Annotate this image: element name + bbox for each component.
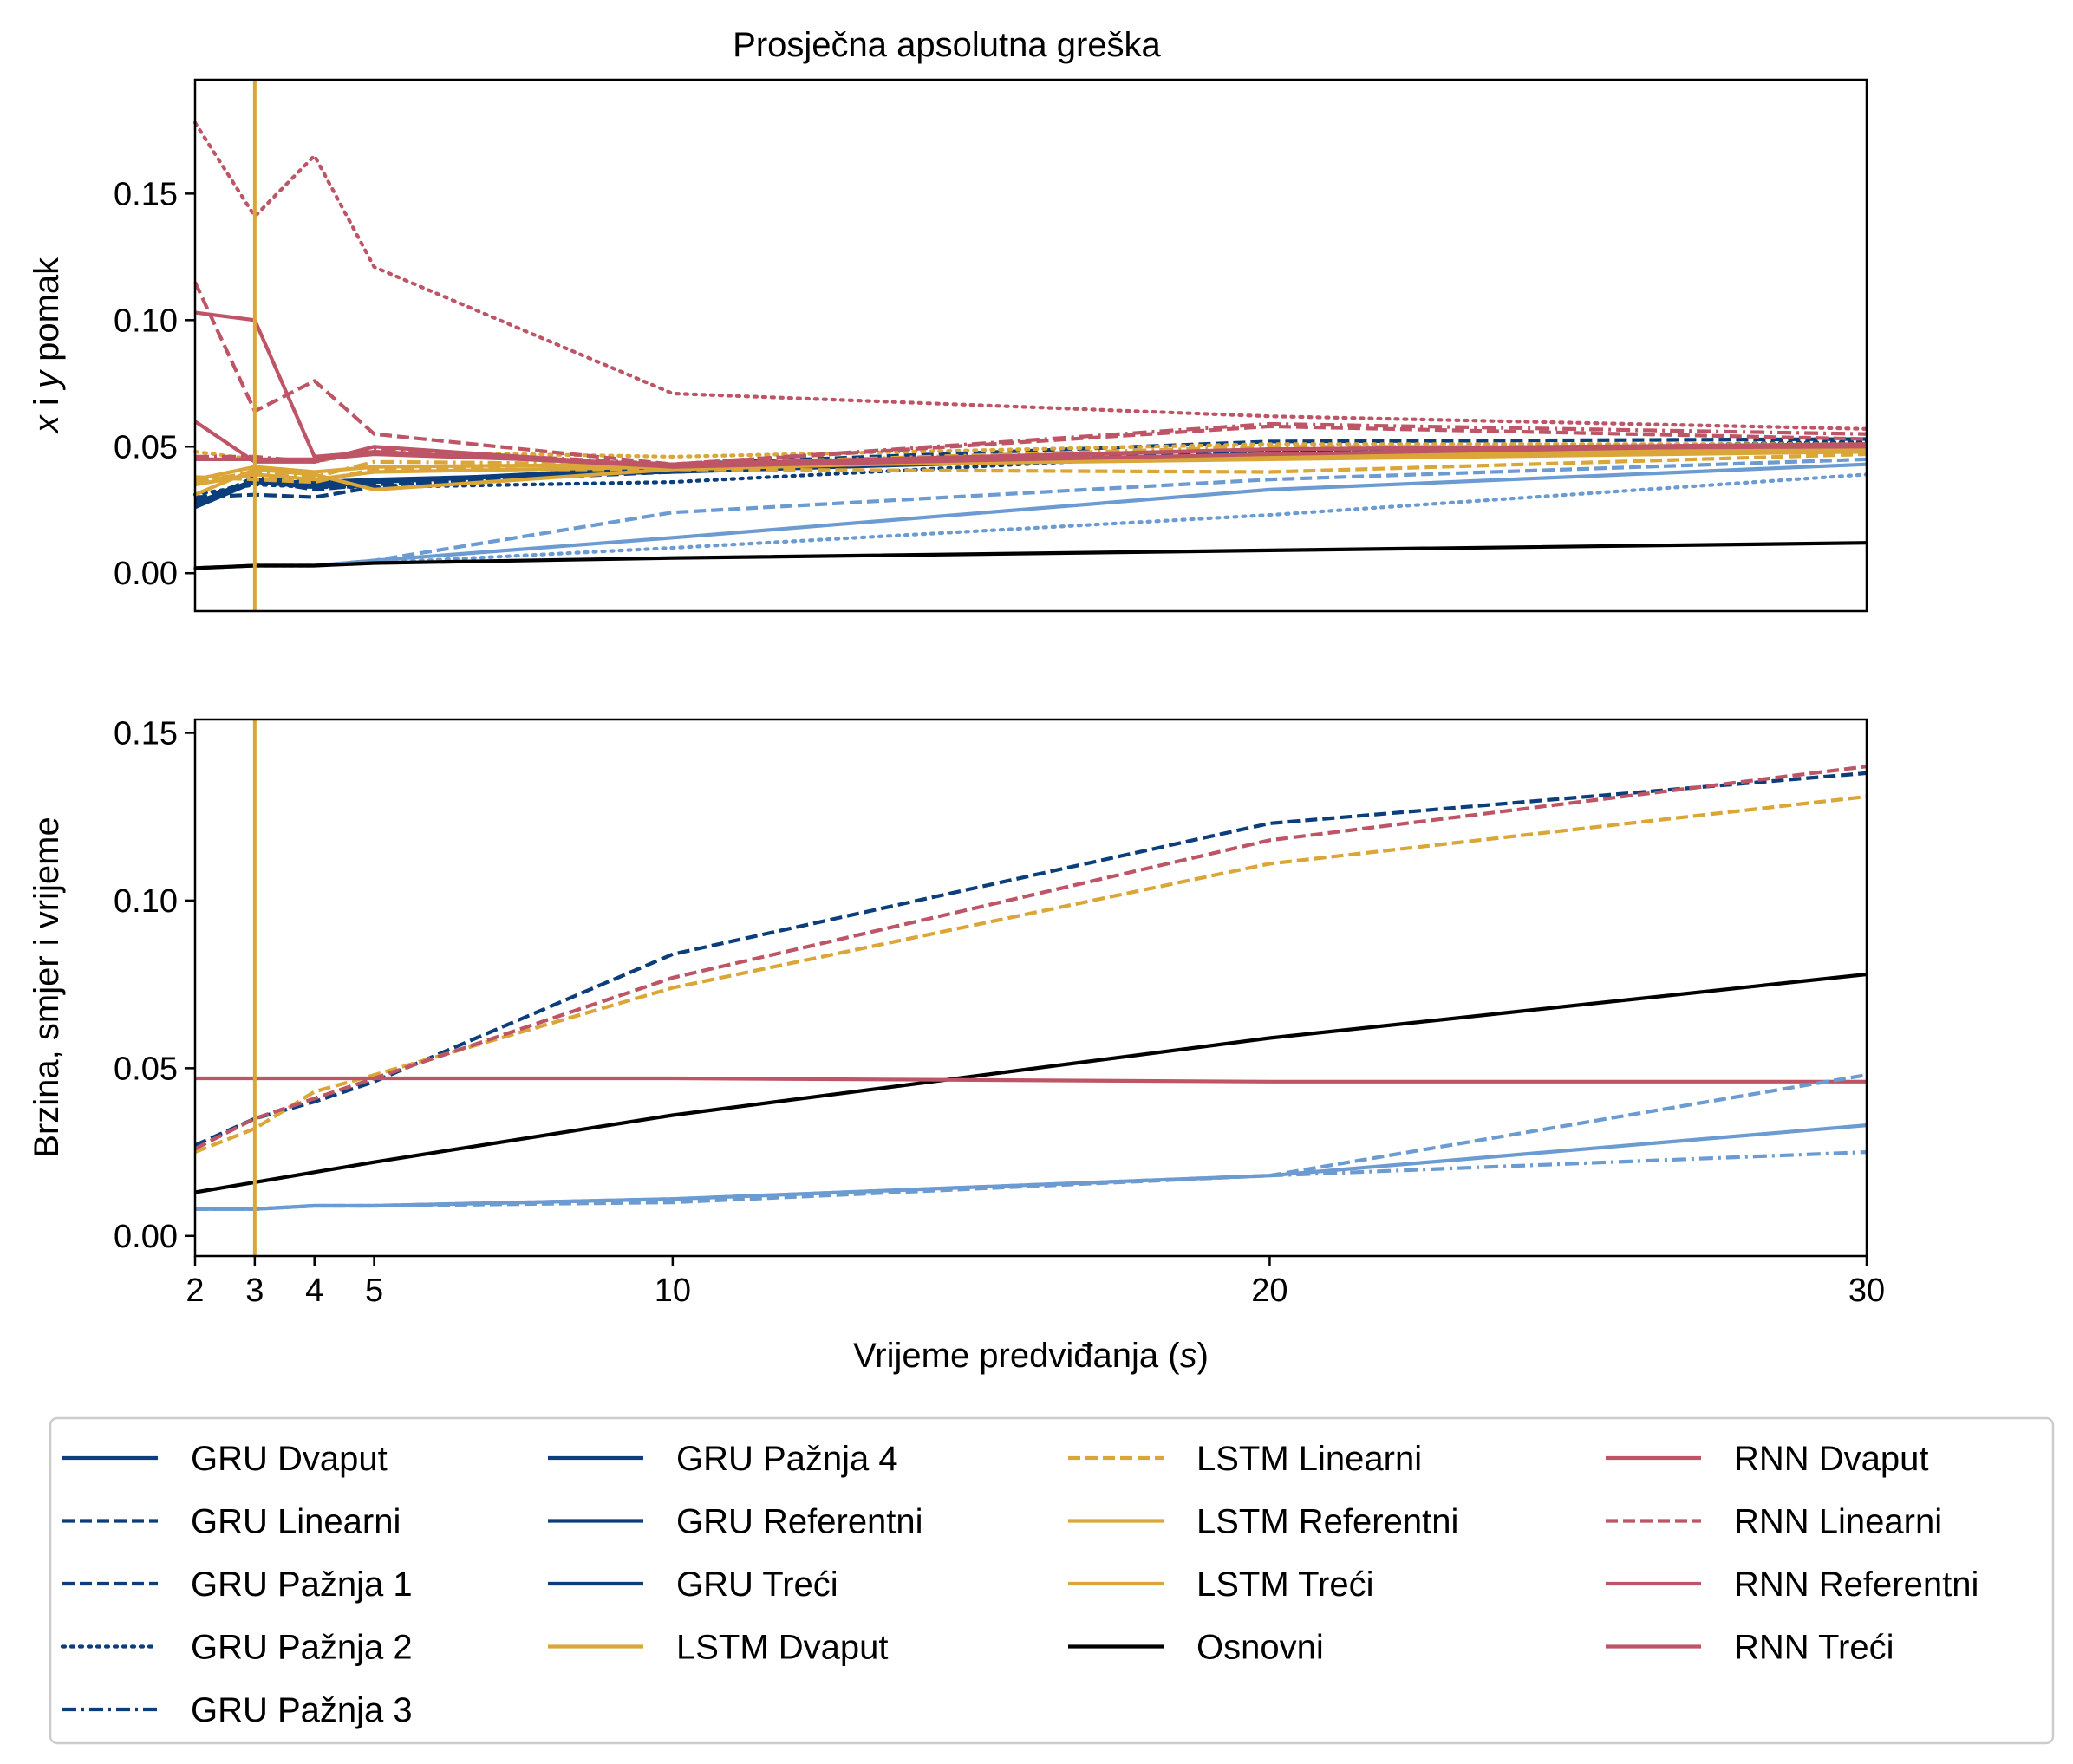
legend-label: RNN Dvaput: [1734, 1440, 1929, 1478]
legend-label: LSTM Linearni: [1196, 1440, 1422, 1478]
legend-label: GRU Referentni: [676, 1503, 923, 1541]
legend-frame: [49, 1416, 2055, 1745]
bottom-panel: 0.00 0.05 0.10 0.15 2 3 4 5 10 20 30 Brzina, smje…: [28, 715, 1885, 1375]
bottom-series-lstm-linearni: [194, 794, 1868, 1155]
legend: GRU Dvaput GRU Linearni GRU Pažnja 1 GRU Pa…: [49, 1416, 2055, 1745]
x-tick-label: 5: [365, 1273, 383, 1309]
bottom-plot-frame: [193, 718, 1868, 1258]
legend-label: RNN Referentni: [1734, 1565, 1978, 1604]
legend-item-gru-dvaput: GRU Dvaput: [62, 1440, 388, 1478]
legend-item-rnn-treci: RNN Treći: [1606, 1629, 1894, 1667]
top-plot-frame: [193, 78, 1868, 613]
legend-item-lstm-treci: LSTM Treći: [1068, 1565, 1373, 1604]
bottom-y-ticks: 0.00 0.05 0.10 0.15: [114, 715, 195, 1255]
x-tick-label: 20: [1251, 1273, 1287, 1309]
x-tick-label: 4: [305, 1273, 323, 1309]
legend-label: LSTM Referentni: [1196, 1503, 1458, 1541]
legend-item-rnn-dvaput: RNN Dvaput: [1606, 1440, 1929, 1478]
legend-item-gru-paznja-3: GRU Pažnja 3: [62, 1691, 413, 1729]
legend-label: GRU Treći: [676, 1565, 838, 1604]
top-y-label: x i y pomak: [28, 257, 66, 434]
x-tick-label: 30: [1848, 1273, 1885, 1309]
legend-item-rnn-referentni: RNN Referentni: [1606, 1565, 1978, 1604]
bottom-x-ticks: 2 3 4 5 10 20 30: [186, 1256, 1885, 1309]
legend-item-rnn-linearni: RNN Linearni: [1606, 1503, 1942, 1541]
legend-item-gru-paznja-2: GRU Pažnja 2: [60, 1629, 413, 1667]
legend-label: RNN Linearni: [1734, 1503, 1942, 1541]
legend-label: GRU Dvaput: [191, 1440, 388, 1478]
top-panel: Prosječna apsolutna greška 0.000.050.100…: [28, 26, 1869, 613]
top-y-tick-label: 0.15: [114, 176, 178, 212]
x-tick-label: 3: [245, 1273, 264, 1309]
legend-item-gru-linearni: GRU Linearni: [62, 1503, 401, 1541]
legend-label: GRU Pažnja 3: [191, 1691, 413, 1729]
legend-item-lstm-referentni: LSTM Referentni: [1068, 1503, 1458, 1541]
top-y-tick-label: 0.10: [114, 303, 178, 339]
x-tick-label: 2: [186, 1273, 204, 1309]
legend-label: GRU Linearni: [191, 1503, 401, 1541]
legend-label: Osnovni: [1196, 1629, 1324, 1667]
legend-item-gru-paznja-4: GRU Pažnja 4: [548, 1440, 898, 1478]
top-y-ticks: 0.00 0.05 0.10 0.15: [114, 176, 195, 592]
legend-label: LSTM Treći: [1196, 1565, 1373, 1604]
legend-item-gru-referentni: GRU Referentni: [548, 1503, 923, 1541]
x-tick-label: 10: [655, 1273, 691, 1309]
bottom-y-tick-label: 0.15: [114, 715, 178, 752]
legend-label: LSTM Dvaput: [676, 1629, 889, 1667]
legend-item-gru-paznja-1: GRU Pažnja 1: [62, 1565, 413, 1604]
bottom-y-tick-label: 0.00: [114, 1219, 178, 1255]
bottom-y-label: Brzina, smjer i vrijeme: [28, 817, 66, 1157]
bottom-y-tick-label: 0.05: [114, 1051, 178, 1087]
legend-label: GRU Pažnja 1: [191, 1565, 413, 1604]
legend-item-gru-treci: GRU Treći: [548, 1565, 838, 1604]
legend-item-osnovni: Osnovni: [1068, 1629, 1324, 1667]
top-panel-title: Prosječna apsolutna greška: [733, 26, 1161, 64]
legend-label: GRU Pažnja 2: [191, 1629, 413, 1667]
top-y-tick-label: 0.05: [114, 429, 178, 465]
top-y-tick-label: 0.00: [114, 556, 178, 592]
legend-label: GRU Pažnja 4: [676, 1440, 898, 1478]
x-axis-label: Vrijeme predviđanja (s): [853, 1337, 1209, 1375]
legend-item-lstm-linearni: LSTM Linearni: [1068, 1440, 1422, 1478]
bottom-y-tick-label: 0.10: [114, 883, 178, 920]
legend-label: RNN Treći: [1734, 1629, 1894, 1667]
legend-item-lstm-dvaput: LSTM Dvaput: [548, 1629, 889, 1667]
